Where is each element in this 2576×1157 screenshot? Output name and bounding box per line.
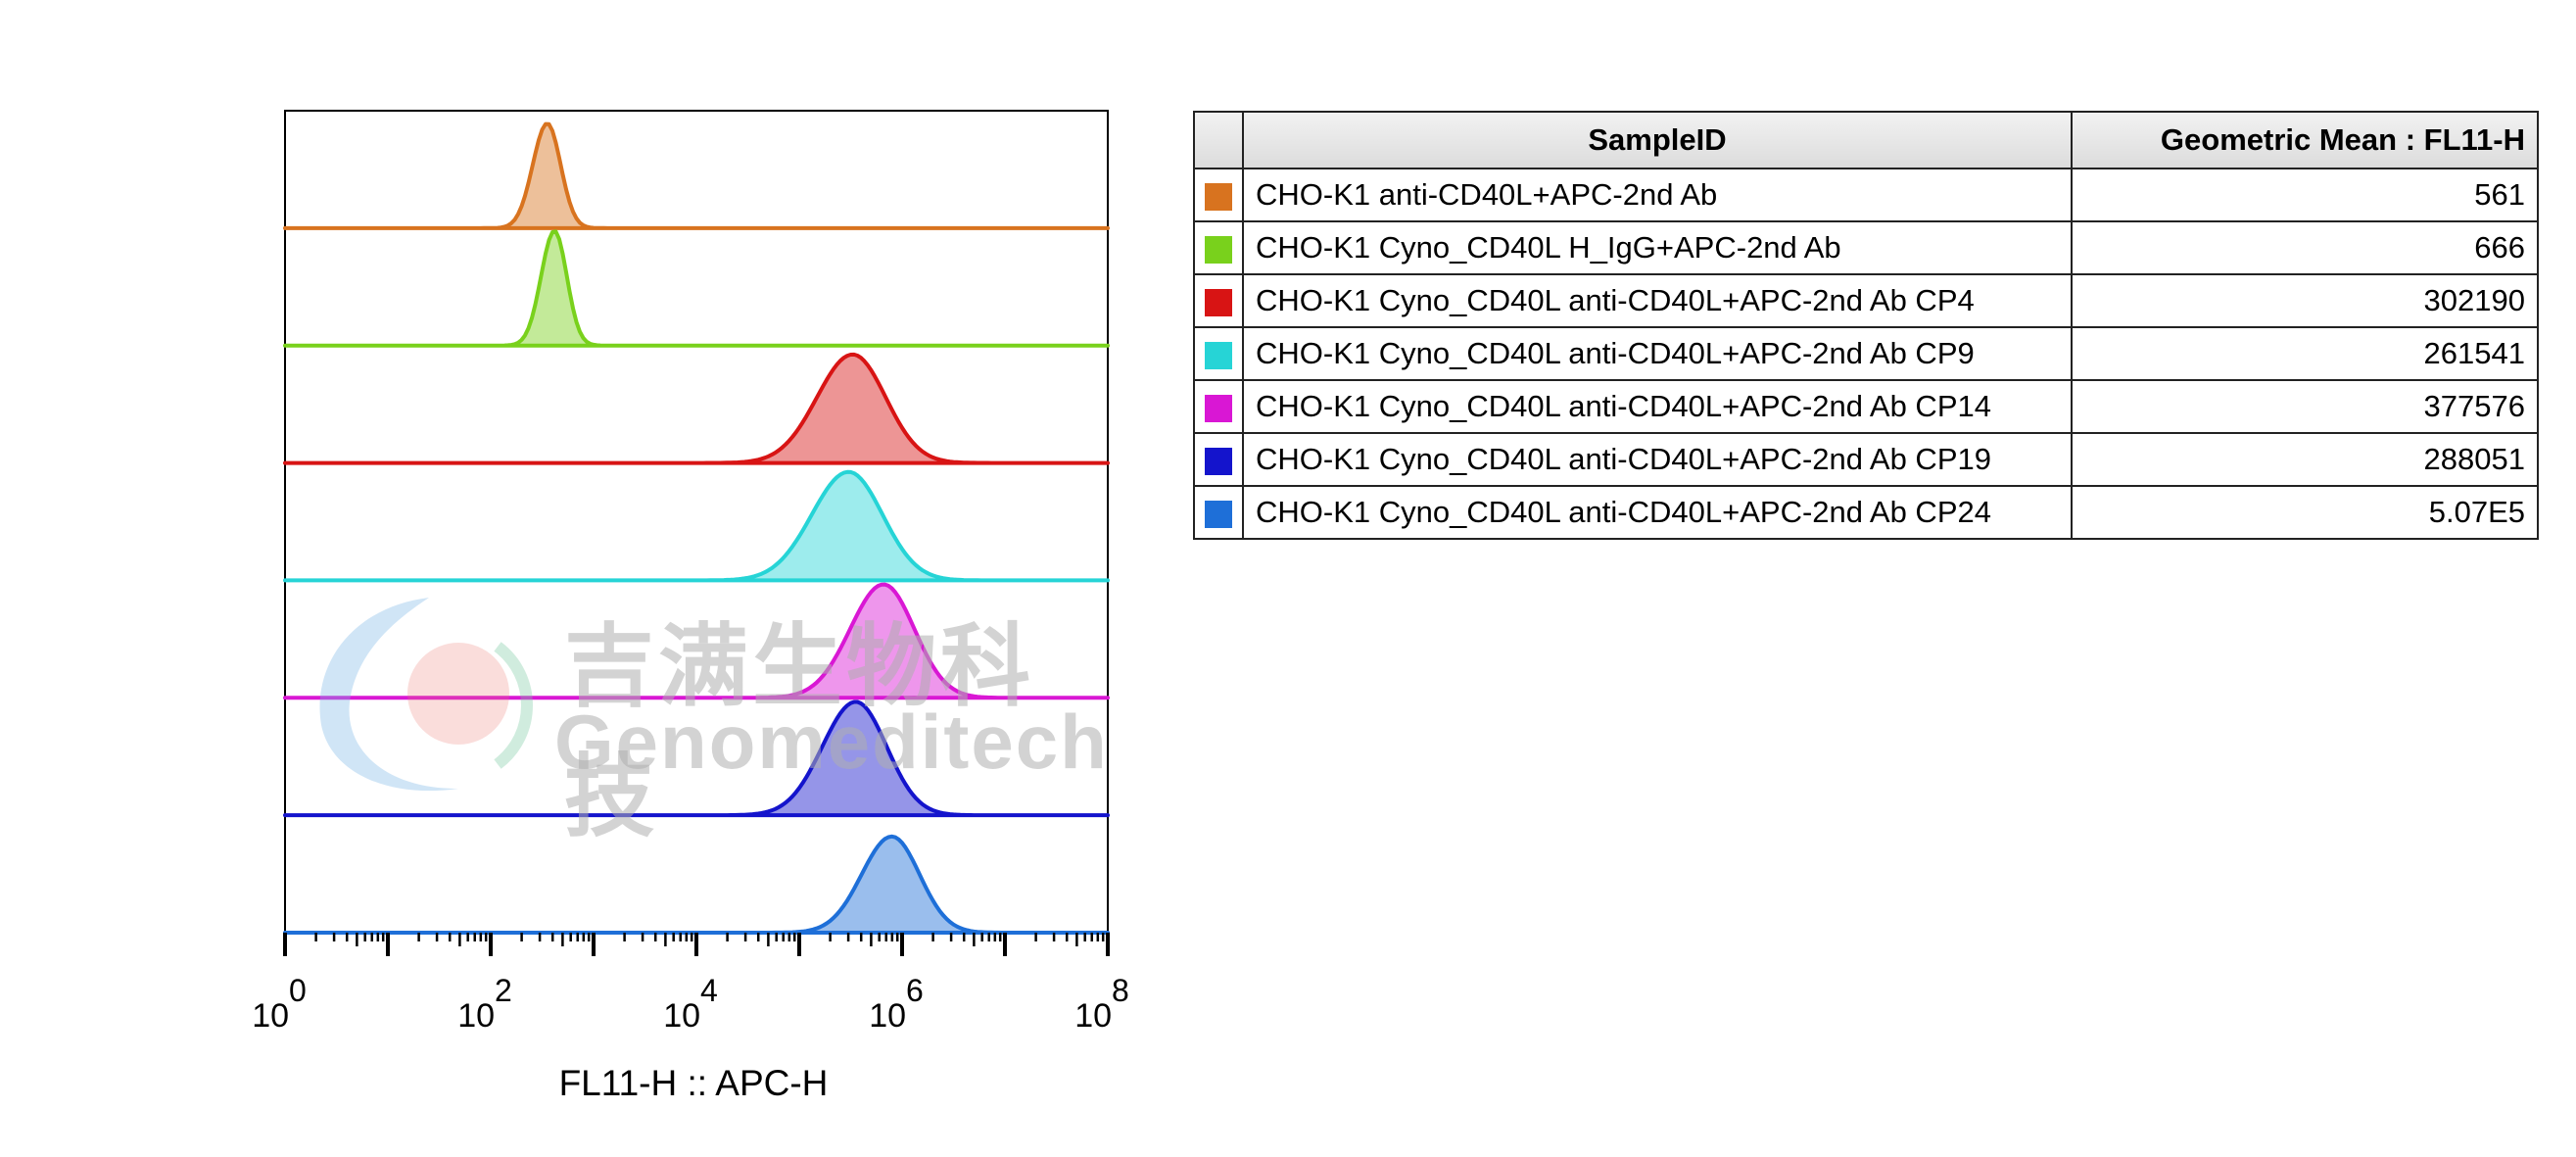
x-tick-label-3: 106 [869,973,924,1035]
sample-id-header: SampleID [1242,111,2073,169]
legend-row: CHO-K1 Cyno_CD40L anti-CD40L+APC-2nd Ab … [1193,273,2539,328]
histogram-series-7 [283,834,1110,935]
geometric-mean-cell: 377576 [2071,379,2539,434]
geometric-mean-cell: 561 [2071,168,2539,222]
geometric-mean-cell: 666 [2071,220,2539,275]
color-swatch [1205,394,1232,422]
geometric-mean-cell: 288051 [2071,432,2539,487]
legend-header-row: SampleID Geometric Mean : FL11-H [1193,111,2539,169]
sample-id-cell: CHO-K1 Cyno_CD40L anti-CD40L+APC-2nd Ab … [1242,432,2073,487]
swatch-cell [1193,273,1244,328]
sample-id-cell: CHO-K1 Cyno_CD40L anti-CD40L+APC-2nd Ab … [1242,326,2073,381]
x-axis-label: FL11-H :: APC-H [559,1063,829,1103]
x-axis-tick-labels: 100 102 104 106 108 [252,973,1129,1035]
x-tick-label-0: 100 [252,973,307,1035]
x-tick-label-4: 108 [1074,973,1129,1035]
geometric-mean-cell: 261541 [2071,326,2539,381]
legend-row: CHO-K1 anti-CD40L+APC-2nd Ab 561 [1193,168,2539,222]
color-swatch [1205,182,1232,211]
swatch-cell [1193,485,1244,540]
swatch-cell [1193,168,1244,222]
legend-row: CHO-K1 Cyno_CD40L anti-CD40L+APC-2nd Ab … [1193,326,2539,381]
swatch-header [1193,111,1244,169]
geometric-mean-cell: 302190 [2071,273,2539,328]
color-swatch [1205,341,1232,369]
color-swatch [1205,235,1232,264]
geometric-mean-header: Geometric Mean : FL11-H [2071,111,2539,169]
sample-id-cell: CHO-K1 Cyno_CD40L anti-CD40L+APC-2nd Ab … [1242,379,2073,434]
histogram-series-4 [283,469,1110,583]
sample-id-cell: CHO-K1 anti-CD40L+APC-2nd Ab [1242,168,2073,222]
histogram-series-3 [283,352,1110,465]
legend-row: CHO-K1 Cyno_CD40L anti-CD40L+APC-2nd Ab … [1193,432,2539,487]
histogram-series-2 [283,229,1110,348]
sample-id-cell: CHO-K1 Cyno_CD40L H_IgG+APC-2nd Ab [1242,220,2073,275]
swatch-cell [1193,220,1244,275]
color-swatch [1205,447,1232,475]
legend-row: CHO-K1 Cyno_CD40L anti-CD40L+APC-2nd Ab … [1193,485,2539,540]
x-axis-ticks [283,933,1110,956]
swatch-cell [1193,379,1244,434]
legend-row: CHO-K1 Cyno_CD40L H_IgG+APC-2nd Ab 666 [1193,220,2539,275]
histogram-series-1 [283,121,1110,230]
legend-table: SampleID Geometric Mean : FL11-H CHO-K1 … [1193,111,2539,540]
x-tick-label-1: 102 [457,973,512,1035]
histogram-series-6 [283,699,1110,818]
geometric-mean-cell: 5.07E5 [2071,485,2539,540]
swatch-cell [1193,326,1244,381]
x-tick-label-2: 104 [663,973,718,1035]
swatch-cell [1193,432,1244,487]
plot-frame [284,110,1109,934]
color-swatch [1205,500,1232,528]
sample-id-cell: CHO-K1 Cyno_CD40L anti-CD40L+APC-2nd Ab … [1242,485,2073,540]
sample-id-cell: CHO-K1 Cyno_CD40L anti-CD40L+APC-2nd Ab … [1242,273,2073,328]
color-swatch [1205,288,1232,316]
histogram-series-5 [283,582,1110,700]
legend-row: CHO-K1 Cyno_CD40L anti-CD40L+APC-2nd Ab … [1193,379,2539,434]
